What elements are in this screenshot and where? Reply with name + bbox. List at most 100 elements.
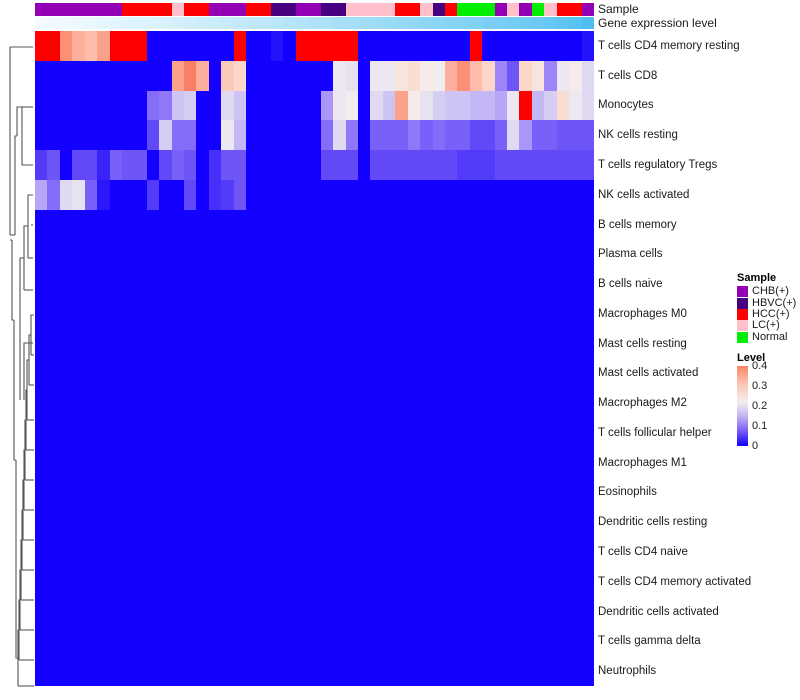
- heatmap-cell: [271, 656, 284, 686]
- heatmap-cell: [208, 358, 222, 389]
- heatmap-cell: [469, 656, 483, 686]
- legend-color-swatch: [737, 331, 748, 343]
- heatmap-cell: [469, 388, 483, 418]
- heatmap-cell: [233, 150, 247, 180]
- heatmap-cell: [233, 239, 247, 270]
- heatmap-cell: [370, 477, 383, 508]
- heatmap-cell: [569, 209, 582, 240]
- heatmap-cell: [59, 656, 73, 686]
- heatmap-cell: [246, 537, 259, 567]
- heatmap-cell: [494, 328, 508, 359]
- heatmap-cell: [519, 239, 532, 270]
- heatmap-cell: [196, 31, 209, 61]
- heatmap-cell: [308, 328, 321, 359]
- heatmap-cell: [370, 596, 383, 627]
- heatmap-cell: [544, 120, 557, 151]
- heatmap-cell: [47, 179, 60, 210]
- heatmap-cell: [457, 60, 470, 91]
- heatmap-cell: [457, 209, 470, 240]
- heatmap-body: [35, 31, 594, 686]
- heatmap-cell: [370, 60, 383, 91]
- heatmap-cell: [59, 328, 73, 359]
- heatmap-row: [35, 328, 594, 359]
- heatmap-cell: [196, 417, 209, 448]
- heatmap-cell: [171, 388, 185, 418]
- heatmap-cell: [72, 150, 85, 180]
- heatmap-cell: [171, 179, 185, 210]
- sample-annotation-cell: [59, 3, 73, 16]
- heatmap-cell: [196, 447, 209, 478]
- heatmap-cell: [320, 477, 334, 508]
- heatmap-cell: [59, 298, 73, 329]
- heatmap-cell: [196, 209, 209, 240]
- heatmap-cell: [84, 626, 98, 657]
- gene-expression-annotation-cell: [519, 17, 532, 29]
- heatmap-cell: [283, 328, 296, 359]
- heatmap-cell: [345, 328, 358, 359]
- heatmap-cell: [258, 239, 272, 270]
- heatmap-cell: [59, 566, 73, 597]
- heatmap-cell: [333, 31, 346, 61]
- legend-level: Level 0.4 0.3 0.2 0.1 0: [737, 352, 799, 451]
- row-label: Macrophages M0: [598, 307, 687, 320]
- row-label: B cells memory: [598, 218, 677, 231]
- heatmap-cell: [295, 209, 309, 240]
- heatmap-cell: [134, 596, 147, 627]
- heatmap-cell: [271, 388, 284, 418]
- heatmap-cell: [531, 447, 545, 478]
- gene-expression-annotation-cell: [407, 17, 421, 29]
- heatmap-cell: [184, 447, 197, 478]
- heatmap-cell: [283, 507, 296, 538]
- heatmap-cell: [208, 179, 222, 210]
- heatmap-cell: [444, 60, 458, 91]
- heatmap-cell: [507, 298, 520, 329]
- heatmap-cell: [519, 298, 532, 329]
- heatmap-cell: [407, 447, 421, 478]
- heatmap-cell: [581, 269, 594, 299]
- heatmap-cell: [345, 626, 358, 657]
- heatmap-cell: [208, 626, 222, 657]
- heatmap-cell: [544, 477, 557, 508]
- sample-annotation-cell: [295, 3, 309, 16]
- heatmap-cell: [457, 537, 470, 567]
- heatmap-cell: [469, 90, 483, 121]
- heatmap-cell: [308, 477, 321, 508]
- heatmap-cell: [184, 477, 197, 508]
- sample-annotation-cell: [159, 3, 172, 16]
- gene-expression-annotation-cell: [333, 17, 346, 29]
- heatmap-cell: [507, 358, 520, 389]
- heatmap-cell: [507, 626, 520, 657]
- heatmap-cell: [420, 447, 433, 478]
- heatmap-cell: [357, 358, 371, 389]
- heatmap-cell: [457, 298, 470, 329]
- heatmap-cell: [370, 298, 383, 329]
- gene-expression-annotation-cell: [507, 17, 520, 29]
- heatmap-cell: [544, 507, 557, 538]
- heatmap-cell: [258, 209, 272, 240]
- heatmap-cell: [109, 120, 122, 151]
- sample-annotation-cell: [420, 3, 433, 16]
- heatmap-cell: [295, 150, 309, 180]
- heatmap-cell: [208, 31, 222, 61]
- heatmap-cell: [59, 179, 73, 210]
- heatmap-cell: [258, 388, 272, 418]
- heatmap-cell: [271, 358, 284, 389]
- level-colorbar: [737, 365, 748, 446]
- heatmap-cell: [407, 150, 421, 180]
- heatmap-cell: [370, 179, 383, 210]
- heatmap-cell: [283, 358, 296, 389]
- heatmap-cell: [246, 328, 259, 359]
- heatmap-cell: [196, 328, 209, 359]
- heatmap-cell: [146, 388, 160, 418]
- heatmap-cell: [35, 239, 48, 270]
- heatmap-cell: [84, 90, 98, 121]
- heatmap-cell: [370, 447, 383, 478]
- heatmap-cell: [581, 626, 594, 657]
- heatmap-cell: [246, 120, 259, 151]
- heatmap-cell: [320, 150, 334, 180]
- heatmap-cell: [121, 298, 135, 329]
- heatmap-cell: [72, 388, 85, 418]
- gene-expression-annotation-cell: [233, 17, 247, 29]
- heatmap-cell: [333, 447, 346, 478]
- heatmap-cell: [134, 60, 147, 91]
